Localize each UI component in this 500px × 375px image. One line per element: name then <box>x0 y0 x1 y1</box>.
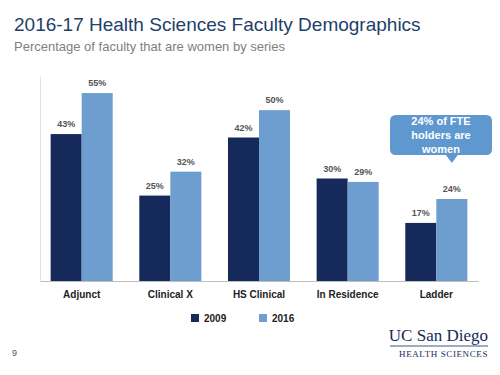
data-label: 25% <box>146 181 164 191</box>
data-label: 17% <box>412 208 430 218</box>
bar <box>82 93 113 281</box>
bar <box>348 182 379 281</box>
x-tick-label: In Residence <box>317 289 379 300</box>
x-axis: Adjunct Clinical X HS Clinical In Residence… <box>41 281 479 300</box>
legend-label: 2016 <box>272 313 295 324</box>
bar <box>228 138 259 282</box>
callout-box <box>390 115 492 163</box>
bar <box>259 110 290 281</box>
subtitle: Percentage of faculty that are women by … <box>14 39 285 54</box>
x-tick-label: Clinical X <box>148 289 193 300</box>
annotation-text: 24% of FTE holders are women <box>411 115 470 155</box>
x-tick: Clinical X <box>148 281 193 300</box>
data-label: 29% <box>354 167 372 177</box>
logo-rule <box>390 346 488 347</box>
data-label: 30% <box>323 164 341 174</box>
title: 2016-17 Health Sciences Faculty Demograp… <box>14 14 421 35</box>
annotation-line: 24% of FTE <box>411 115 470 127</box>
bar <box>139 196 170 281</box>
x-tick: In Residence <box>317 281 379 300</box>
x-tick-label: HS Clinical <box>233 289 285 300</box>
x-tick: HS Clinical <box>233 281 285 300</box>
data-label: 50% <box>266 95 284 105</box>
page-number: 9 <box>12 348 17 358</box>
bar <box>170 172 201 281</box>
data-label: 43% <box>57 119 75 129</box>
bar <box>405 223 436 281</box>
data-label: 24% <box>443 184 461 194</box>
logo: UC San Diego <box>389 326 488 345</box>
annotation-line: holders are <box>411 129 470 141</box>
y-axis-line <box>40 77 41 282</box>
y-axis <box>40 77 41 282</box>
legend-swatch <box>259 314 267 322</box>
legend-label: 2009 <box>204 313 227 324</box>
x-tick-label: Adjunct <box>63 289 101 300</box>
bar <box>51 134 82 281</box>
x-tick-label: Ladder <box>420 289 453 300</box>
chart: 2016-17 Health Sciences Faculty Demograp… <box>0 0 500 375</box>
x-tick: Adjunct <box>63 281 101 300</box>
data-label: 42% <box>234 123 252 133</box>
logo-sub: HEALTH SCIENCES <box>399 349 488 359</box>
legend-swatch <box>191 314 199 322</box>
data-label: 55% <box>88 78 106 88</box>
annotation-line: women <box>421 143 460 155</box>
bar <box>436 199 467 281</box>
x-tick: Ladder <box>420 281 453 300</box>
bar <box>317 179 348 282</box>
data-label: 32% <box>177 157 195 167</box>
legend: 2009 2016 <box>191 313 295 324</box>
x-axis-line <box>41 281 479 282</box>
annotation: 24% of FTE holders are women <box>390 115 492 163</box>
